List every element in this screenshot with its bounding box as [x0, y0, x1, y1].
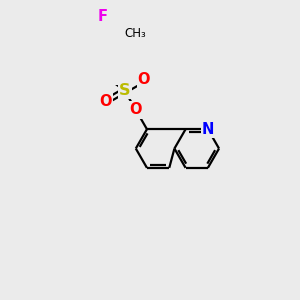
Text: O: O [138, 72, 150, 87]
Text: F: F [97, 9, 107, 24]
Text: N: N [202, 122, 214, 137]
Text: O: O [99, 94, 112, 109]
Text: S: S [119, 83, 130, 98]
Text: O: O [130, 102, 142, 117]
Text: CH₃: CH₃ [124, 26, 146, 40]
